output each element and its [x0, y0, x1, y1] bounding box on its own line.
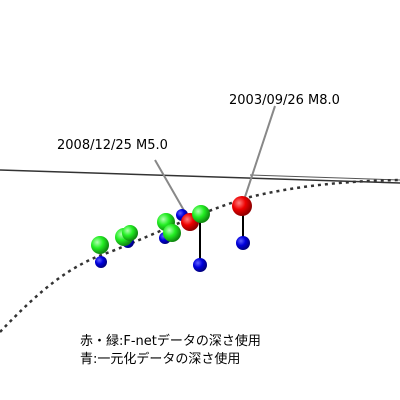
legend-text: 赤・緑:F-netデータの深さ使用 [80, 333, 261, 349]
legend-text: 青:一元化データの深さ使用 [80, 351, 240, 367]
annotation: 2008/12/25 M5.0 [57, 138, 168, 153]
annotation: 2003/09/26 M8.0 [229, 93, 340, 108]
leader-lines [154, 105, 276, 215]
hypocenters [91, 196, 252, 272]
